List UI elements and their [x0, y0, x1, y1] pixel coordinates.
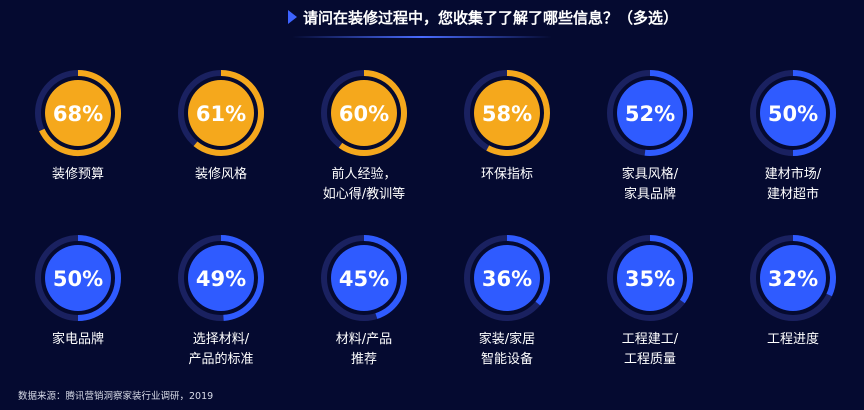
gauge-label-line: 工程建工/	[621, 332, 679, 347]
gauge-label-line: 家电品牌	[51, 332, 104, 347]
gauge-label: 装修风格	[151, 165, 291, 185]
gauge-arc	[506, 235, 550, 306]
radial-item: 36% 家装/家居智能设备	[437, 232, 577, 392]
radial-item: 60% 前人经验， 如心得/教训等	[294, 67, 434, 227]
data-source: 数据来源：腾讯营销洞察家装行业调研，2019	[18, 391, 214, 402]
gauge-disc	[188, 80, 254, 146]
gauge-value: 60%	[339, 102, 389, 126]
radial-gauge: 50%	[750, 70, 836, 156]
gauge-disc	[474, 80, 540, 146]
gauge-label: 家电品牌	[8, 330, 148, 350]
radial-gauge: 32%	[750, 235, 836, 321]
title-marker-icon	[288, 10, 297, 24]
gauge-label: 工程进度	[723, 330, 863, 350]
gauge-arc	[649, 235, 693, 304]
gauge-disc	[617, 80, 683, 146]
gauge-label-line: 智能设备	[480, 352, 533, 367]
radial-gauge: 60%	[321, 70, 407, 156]
radial-gauge: 36%	[464, 235, 550, 321]
gauge-value: 45%	[339, 267, 389, 291]
gauge-label: 家装/家居智能设备	[437, 330, 577, 370]
radial-gauge: 35%	[607, 235, 693, 321]
radial-gauge: 61%	[178, 70, 264, 156]
gauge-value: 61%	[196, 102, 246, 126]
radial-item: 49% 选择材料/产品的标准	[151, 232, 291, 392]
gauge-arc	[193, 70, 264, 156]
gauge-label-line: 材料/产品	[335, 332, 393, 347]
radial-gauge: 58%	[464, 70, 550, 156]
gauge-label-line: 建材市场/	[764, 167, 822, 182]
radial-item: 32% 工程进度	[723, 232, 863, 392]
radial-item: 68% 装修预算	[8, 67, 148, 227]
gauge-label-line: 装修风格	[194, 167, 247, 182]
gauge-label: 选择材料/产品的标准	[151, 330, 291, 370]
gauge-label-line: 产品的标准	[188, 352, 254, 367]
gauge-arc	[220, 235, 264, 321]
gauge-disc	[45, 80, 111, 146]
gauge-label-line: 环保指标	[480, 167, 533, 182]
gauge-value: 52%	[625, 102, 675, 126]
gauge-label-line: 推荐	[350, 352, 377, 367]
gauge-disc	[760, 80, 826, 146]
gauge-value: 32%	[768, 267, 818, 291]
radial-item: 35% 工程建工/工程质量	[580, 232, 720, 392]
gauge-disc	[331, 245, 397, 311]
gauge-label-line: 工程进度	[766, 332, 819, 347]
gauge-value: 50%	[53, 267, 103, 291]
gauge-disc	[617, 245, 683, 311]
radial-gauge: 49%	[178, 235, 264, 321]
gauge-label: 环保指标	[437, 165, 577, 185]
radial-item: 45% 材料/产品推荐	[294, 232, 434, 392]
gauge-label-line: 如心得/教训等	[322, 187, 406, 202]
gauge-disc	[45, 245, 111, 311]
gauge-label-line: 前人经验，	[331, 167, 397, 182]
chart-title-area: 请问在装修过程中，您收集了了解了哪些信息？（多选）	[0, 0, 864, 40]
gauge-arc	[792, 70, 836, 156]
gauge-label: 前人经验， 如心得/教训等	[294, 165, 434, 205]
gauge-disc	[188, 245, 254, 311]
gauge-label: 材料/产品推荐	[294, 330, 434, 370]
gauge-arc	[39, 70, 121, 156]
gauge-label-line: 建材超市	[766, 187, 819, 202]
gauge-value: 68%	[53, 102, 103, 126]
gauge-value: 58%	[482, 102, 532, 126]
gauge-label: 装修预算	[8, 165, 148, 185]
gauge-label-line: 家具品牌	[623, 187, 676, 202]
radial-gauge: 45%	[321, 235, 407, 321]
gauge-arc	[486, 70, 550, 156]
gauge-label: 工程建工/工程质量	[580, 330, 720, 370]
gauge-label: 家具风格/家具品牌	[580, 165, 720, 205]
radial-gauge: 68%	[35, 70, 121, 156]
radial-item: 50% 建材市场/建材超市	[723, 67, 863, 227]
radial-item: 52% 家具风格/家具品牌	[580, 67, 720, 227]
radial-gauge: 52%	[607, 70, 693, 156]
gauge-label-line: 家装/家居	[478, 332, 536, 347]
gauge-label-line: 选择材料/	[192, 332, 250, 347]
gauge-label-line: 装修预算	[51, 167, 104, 182]
gauge-arc	[77, 235, 121, 321]
gauge-value: 35%	[625, 267, 675, 291]
title-underline	[292, 36, 552, 38]
gauge-value: 36%	[482, 267, 532, 291]
gauge-label-line: 工程质量	[623, 352, 676, 367]
gauge-label-line: 家具风格/	[621, 167, 679, 182]
gauge-value: 49%	[196, 267, 246, 291]
chart-title: 请问在装修过程中，您收集了了解了哪些信息？（多选）	[303, 9, 679, 27]
gauge-disc	[331, 80, 397, 146]
radial-item: 58% 环保指标	[437, 67, 577, 227]
gauge-value: 50%	[768, 102, 818, 126]
radial-gauge: 50%	[35, 235, 121, 321]
gauge-arc	[644, 70, 693, 156]
gauge-disc	[474, 245, 540, 311]
gauge-disc	[760, 245, 826, 311]
gauge-arc	[363, 235, 407, 319]
radial-item: 61% 装修风格	[151, 67, 291, 227]
gauge-arc	[338, 70, 407, 156]
gauge-label: 建材市场/建材超市	[723, 165, 863, 205]
gauge-arc	[792, 235, 836, 297]
radial-item: 50% 家电品牌	[8, 232, 148, 392]
